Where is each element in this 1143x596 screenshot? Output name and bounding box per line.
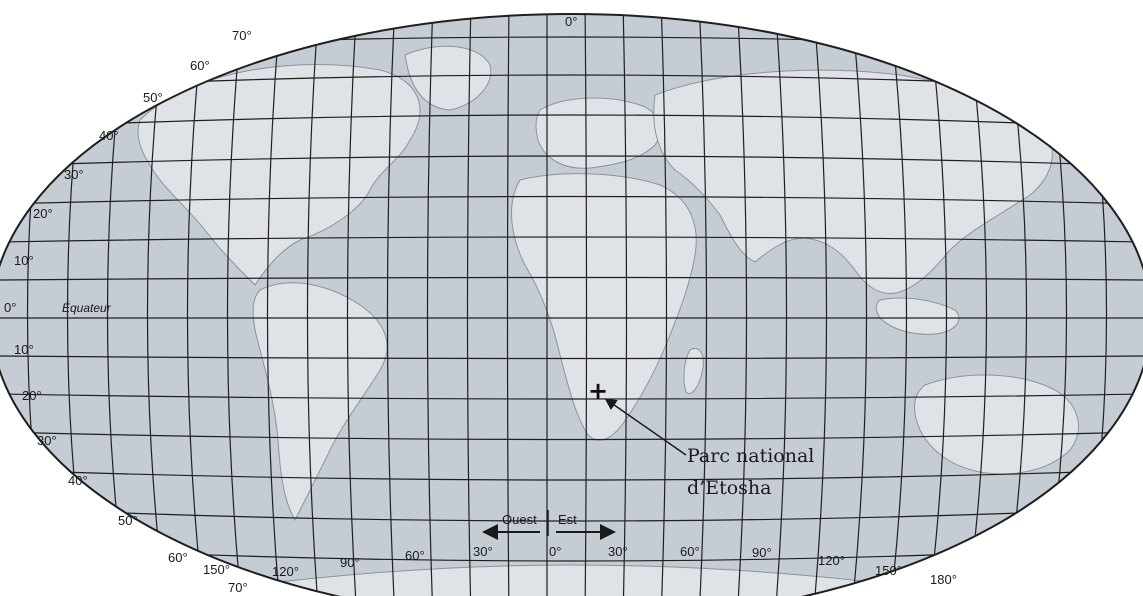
- direction-east-label: Est: [558, 512, 577, 527]
- lon-label-30e: 30°: [608, 544, 628, 559]
- lat-label-40s: 40°: [68, 473, 88, 488]
- equator-label: Équateur: [62, 300, 112, 315]
- lat-label-70n: 70°: [232, 28, 252, 43]
- lon-label-60w: 60°: [405, 548, 425, 563]
- callout-line-2: d’Etosha: [687, 477, 771, 499]
- lon-label-120w: 120°: [272, 564, 299, 579]
- lat-label-30n: 30°: [64, 167, 84, 182]
- lat-label-50n: 50°: [143, 90, 163, 105]
- direction-west-label: Ouest: [502, 512, 537, 527]
- lat-label-60n: 60°: [190, 58, 210, 73]
- lon-label-150w: 150°: [203, 562, 230, 577]
- new-zealand-landmass: [1094, 458, 1112, 491]
- lat-label-0: 0°: [4, 300, 16, 315]
- lat-label-10n: 10°: [14, 253, 34, 268]
- lon-label-150e: 150°: [875, 563, 902, 578]
- lon-label-60e: 60°: [680, 544, 700, 559]
- lat-label-50s: 50°: [118, 513, 138, 528]
- lon-label-90e: 90°: [752, 545, 772, 560]
- lat-label-10s: 10°: [14, 342, 34, 357]
- lat-label-60s: 60°: [168, 550, 188, 565]
- lat-label-70s: 70°: [228, 580, 248, 595]
- lon-label-0-bottom: 0°: [549, 544, 561, 559]
- lon-label-30w: 30°: [473, 544, 493, 559]
- lat-label-40n: 40°: [99, 128, 119, 143]
- lat-label-20n: 20°: [33, 206, 53, 221]
- lat-label-20s: 20°: [22, 388, 42, 403]
- lon-label-180: 180°: [930, 572, 957, 587]
- lon-label-top-0: 0°: [565, 14, 577, 29]
- lon-label-120e: 120°: [818, 553, 845, 568]
- lon-label-90w: 90°: [340, 555, 360, 570]
- lat-label-30s: 30°: [37, 433, 57, 448]
- marker-cross-icon: +: [588, 377, 608, 405]
- callout-line-1: Parc national: [687, 445, 814, 467]
